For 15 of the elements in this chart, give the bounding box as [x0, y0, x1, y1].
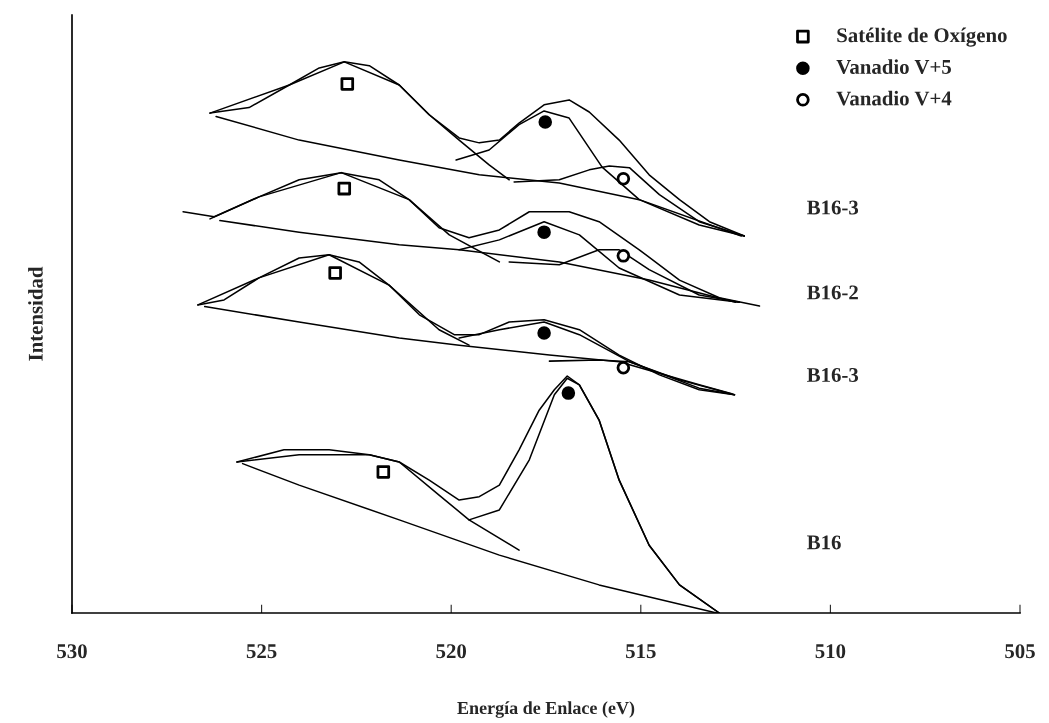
annotation: B16-2 — [807, 285, 858, 300]
x-tick-label: 505 — [1005, 644, 1035, 659]
x-tick-label: 530 — [57, 644, 87, 659]
x-tick-label: 525 — [246, 644, 277, 659]
annotation: B16 — [807, 535, 841, 550]
x-tick-label: 520 — [436, 644, 467, 659]
y-axis-title: Intensidad — [28, 266, 43, 361]
legend-label: Vanadio V+5 — [836, 59, 951, 75]
legend-label: Satélite de Oxígeno — [837, 27, 1007, 47]
x-tick-label: 515 — [626, 644, 656, 659]
annotation: B16-3 — [807, 200, 859, 215]
x-tick-label: 510 — [815, 644, 846, 659]
x-axis-title: Energía de Enlace (eV) — [457, 701, 635, 718]
legend-label: Vanadio V+4 — [836, 90, 952, 106]
annotation: B16-3 — [807, 368, 859, 382]
